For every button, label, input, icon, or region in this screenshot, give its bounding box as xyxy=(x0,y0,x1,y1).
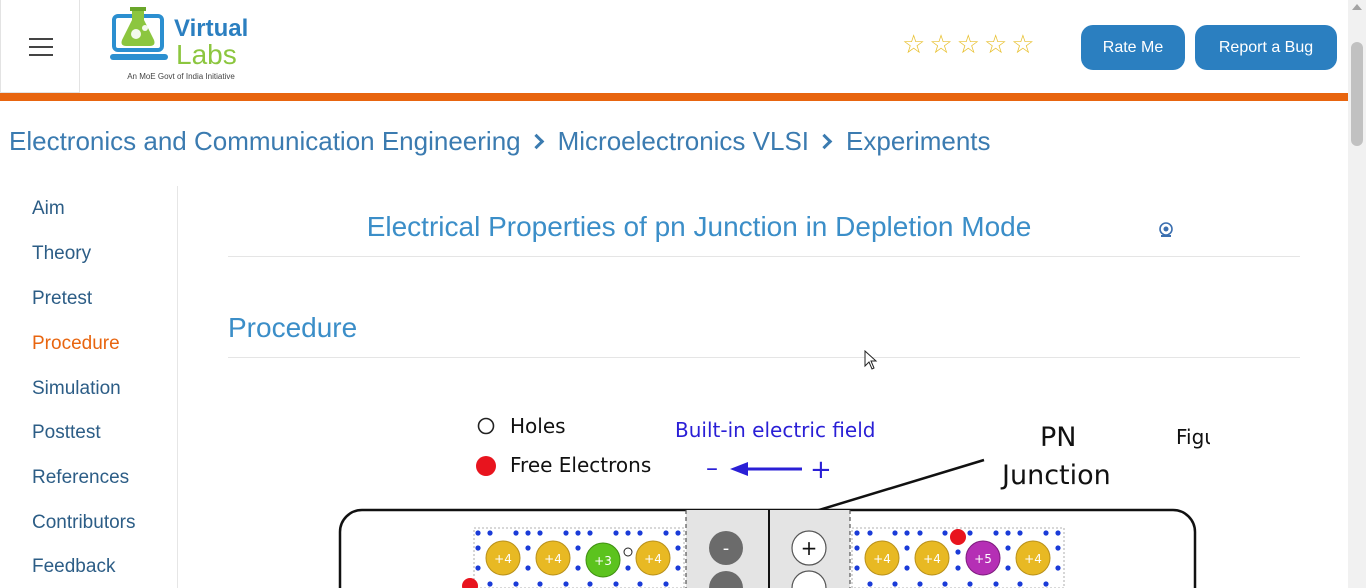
n-atom xyxy=(864,540,900,576)
n-atom-donor xyxy=(965,540,1001,576)
breadcrumb: Electronics and Communication Engineerin… xyxy=(9,126,991,157)
section-heading-procedure: Procedure xyxy=(228,312,358,343)
chevron-right-icon xyxy=(528,133,544,150)
sidebar-item-contributors[interactable]: Contributors xyxy=(32,512,136,533)
figure-caption: Figure 3.1 xyxy=(1176,425,1210,449)
p-atom-charge: +4 xyxy=(494,552,512,566)
junction-label-line2: Junction xyxy=(1000,460,1111,491)
p-atom xyxy=(485,540,521,576)
free-electron xyxy=(462,578,478,588)
positive-ion xyxy=(791,530,827,566)
title-divider xyxy=(228,256,1300,257)
rate-me-button[interactable]: Rate Me xyxy=(1081,25,1185,70)
field-arrow-head xyxy=(730,462,748,476)
menu-icon-bar xyxy=(29,54,53,56)
positive-ion-sign: + xyxy=(801,536,818,560)
svg-text:Labs: Labs xyxy=(176,39,237,70)
p-atom xyxy=(535,540,571,576)
rating-stars[interactable]: ☆ ☆ ☆ ☆ ☆ xyxy=(902,32,1035,58)
sidebar-item-theory[interactable]: Theory xyxy=(32,243,92,264)
virtual-labs-logo[interactable]: Virtual Labs An MoE Govt of India Initia… xyxy=(108,6,258,86)
negative-ion xyxy=(709,571,743,588)
star-icon[interactable]: ☆ xyxy=(1011,30,1035,60)
star-icon[interactable]: ☆ xyxy=(983,30,1008,60)
logo-icon: Virtual Labs xyxy=(110,7,248,70)
svg-text:Virtual: Virtual xyxy=(174,15,248,42)
breadcrumb-item-lab[interactable]: Microelectronics VLSI xyxy=(557,126,810,156)
hole-legend-icon xyxy=(477,417,495,435)
electron-legend-icon xyxy=(476,456,496,476)
sidebar-item-aim[interactable]: Aim xyxy=(32,198,65,219)
star-icon[interactable]: ☆ xyxy=(956,30,980,60)
star-icon[interactable]: ☆ xyxy=(929,30,953,60)
field-label: Built-in electric field xyxy=(675,418,875,442)
breadcrumb-item-experiments[interactable]: Experiments xyxy=(846,126,991,156)
pn-junction-figure: Holes Free Electrons Built-in electric f… xyxy=(338,414,1210,588)
negative-ion-sign: - xyxy=(723,538,730,559)
sidebar-item-references[interactable]: References xyxy=(32,467,130,488)
n-atom xyxy=(1015,540,1051,576)
sidebar-item-simulation[interactable]: Simulation xyxy=(32,378,121,399)
hole-marker xyxy=(623,547,633,557)
site-header: Virtual Labs An MoE Govt of India Initia… xyxy=(0,0,1348,93)
logo-tagline: An MoE Govt of India Initiative xyxy=(127,72,235,81)
p-atom-acceptor xyxy=(585,542,621,578)
sidebar-item-pretest[interactable]: Pretest xyxy=(32,288,93,309)
mouse-cursor-icon xyxy=(864,350,878,370)
legend-holes-label: Holes xyxy=(510,414,566,438)
p-atom-charge: +3 xyxy=(594,554,612,568)
sidebar-item-feedback[interactable]: Feedback xyxy=(32,556,116,577)
section-divider xyxy=(228,357,1300,358)
audio-icon[interactable] xyxy=(1158,222,1174,238)
p-valence-electrons xyxy=(475,530,681,587)
n-valence-electrons xyxy=(854,530,1061,587)
p-side-lattice: +4 +4 +3 +4 xyxy=(462,527,685,588)
p-atom xyxy=(635,540,671,576)
junction-label-line1: PN xyxy=(1040,422,1076,453)
sidebar-item-posttest[interactable]: Posttest xyxy=(32,422,101,443)
field-plus-label: + xyxy=(810,455,832,485)
breadcrumb-item-discipline[interactable]: Electronics and Communication Engineerin… xyxy=(9,126,521,156)
n-atom-charge: +4 xyxy=(923,552,941,566)
p-atom-charge: +4 xyxy=(544,552,562,566)
n-atom xyxy=(914,540,950,576)
legend-electrons-label: Free Electrons xyxy=(510,453,651,477)
report-bug-button[interactable]: Report a Bug xyxy=(1195,25,1337,70)
sidebar-item-procedure[interactable]: Procedure xyxy=(32,333,120,354)
header-accent-bar xyxy=(0,93,1348,101)
p-atom-charge: +4 xyxy=(644,552,662,566)
chevron-right-icon xyxy=(816,133,833,150)
scrollbar-thumb[interactable] xyxy=(1351,42,1363,146)
page-scrollbar[interactable] xyxy=(1348,0,1366,588)
n-atom-charge: +4 xyxy=(873,552,891,566)
sidebar-nav: Aim Theory Pretest Procedure Simulation … xyxy=(0,186,178,588)
hamburger-menu-button[interactable] xyxy=(0,0,80,93)
n-atom-charge: +4 xyxy=(1024,552,1042,566)
negative-ion xyxy=(709,531,743,565)
n-atom-charge: +5 xyxy=(974,552,992,566)
field-minus-label: – xyxy=(706,454,718,482)
experiment-title: Electrical Properties of pn Junction in … xyxy=(366,211,1032,242)
free-electron xyxy=(950,529,966,545)
scroll-up-arrow-icon[interactable] xyxy=(1352,4,1362,10)
positive-ion xyxy=(791,570,827,588)
menu-icon-bar xyxy=(29,46,53,48)
n-side-lattice: +4 +4 +5 +4 xyxy=(851,527,1065,588)
menu-icon-bar xyxy=(29,38,53,40)
star-icon[interactable]: ☆ xyxy=(902,30,926,60)
